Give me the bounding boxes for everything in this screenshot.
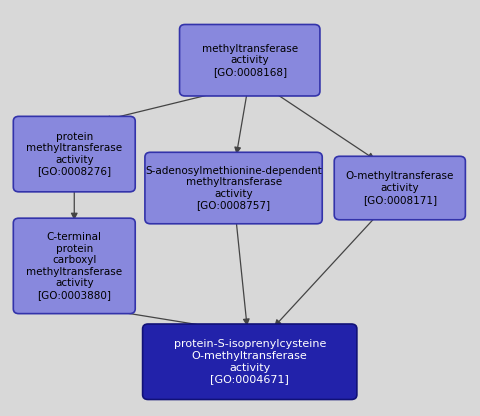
FancyBboxPatch shape <box>142 324 356 399</box>
Text: protein-S-isoprenylcysteine
O-methyltransferase
activity
[GO:0004671]: protein-S-isoprenylcysteine O-methyltran… <box>173 339 325 384</box>
FancyBboxPatch shape <box>13 218 135 314</box>
Text: S-adenosylmethionine-dependent
methyltransferase
activity
[GO:0008757]: S-adenosylmethionine-dependent methyltra… <box>145 166 321 210</box>
Text: protein
methyltransferase
activity
[GO:0008276]: protein methyltransferase activity [GO:0… <box>26 132 122 176</box>
FancyBboxPatch shape <box>179 25 319 96</box>
FancyBboxPatch shape <box>13 116 135 192</box>
Text: C-terminal
protein
carboxyl
methyltransferase
activity
[GO:0003880]: C-terminal protein carboxyl methyltransf… <box>26 232 122 300</box>
FancyBboxPatch shape <box>334 156 465 220</box>
Text: O-methyltransferase
activity
[GO:0008171]: O-methyltransferase activity [GO:0008171… <box>345 171 453 205</box>
Text: methyltransferase
activity
[GO:0008168]: methyltransferase activity [GO:0008168] <box>201 44 297 77</box>
FancyBboxPatch shape <box>144 152 322 224</box>
